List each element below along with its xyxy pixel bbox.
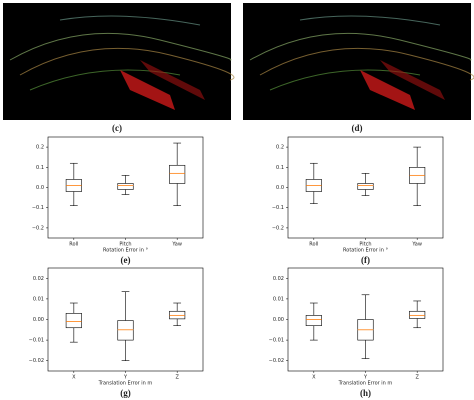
x-tick-label: Yaw bbox=[411, 242, 422, 248]
y-tick-label: 0.01 bbox=[273, 296, 284, 302]
y-tick-label: 0.1 bbox=[36, 165, 44, 171]
plot-frame bbox=[47, 136, 204, 239]
panel-caption: (g) bbox=[120, 388, 131, 398]
x-tick-label: Y bbox=[363, 375, 368, 381]
lidar-image-left bbox=[3, 3, 235, 120]
image-caption: (c) bbox=[112, 123, 122, 133]
x-tick-label: X bbox=[312, 375, 316, 381]
y-tick-label: 0.2 bbox=[36, 145, 44, 151]
y-tick-label: −0.1 bbox=[32, 205, 44, 211]
y-tick-label: −0.1 bbox=[272, 205, 284, 211]
box bbox=[117, 183, 134, 190]
y-tick-label: −0.02 bbox=[29, 358, 44, 364]
x-axis-label: Translation Error in m bbox=[338, 381, 393, 387]
y-tick-label: −0.01 bbox=[269, 338, 284, 344]
x-tick-label: Y bbox=[123, 375, 128, 381]
box bbox=[169, 164, 186, 184]
x-tick-label: Pitch bbox=[359, 242, 371, 248]
box bbox=[65, 313, 82, 329]
panel-caption: (f) bbox=[361, 255, 370, 265]
y-tick-label: 0.0 bbox=[36, 185, 44, 191]
y-tick-label: −0.2 bbox=[272, 225, 284, 231]
y-tick-label: −0.2 bbox=[32, 225, 44, 231]
y-tick-label: 0.00 bbox=[33, 317, 44, 323]
x-tick-label: Z bbox=[175, 375, 179, 381]
y-tick-label: 0.02 bbox=[33, 276, 44, 282]
x-tick-label: Pitch bbox=[119, 242, 131, 248]
panel-caption: (h) bbox=[360, 388, 371, 398]
x-axis-label: Rotation Error in ° bbox=[103, 248, 148, 254]
plot-frame bbox=[287, 136, 444, 239]
x-tick-label: X bbox=[72, 375, 76, 381]
x-axis-label: Translation Error in m bbox=[98, 381, 153, 387]
lidar-image-right bbox=[243, 3, 474, 120]
x-tick-label: Roll bbox=[309, 242, 318, 248]
box bbox=[409, 310, 426, 319]
y-tick-label: 0.1 bbox=[276, 165, 284, 171]
y-tick-label: 0.2 bbox=[276, 145, 284, 151]
box bbox=[117, 320, 134, 341]
y-tick-label: 0.01 bbox=[33, 296, 44, 302]
y-tick-label: −0.01 bbox=[29, 338, 44, 344]
x-axis-label: Rotation Error in ° bbox=[343, 248, 388, 254]
box bbox=[357, 183, 374, 190]
y-tick-label: 0.00 bbox=[273, 317, 284, 323]
y-tick-label: −0.02 bbox=[269, 358, 284, 364]
box bbox=[305, 315, 322, 326]
y-tick-label: 0.02 bbox=[273, 276, 284, 282]
y-tick-label: 0.0 bbox=[276, 185, 284, 191]
panel-caption: (e) bbox=[121, 255, 131, 265]
x-tick-label: Roll bbox=[69, 242, 78, 248]
image-caption: (d) bbox=[352, 123, 363, 133]
x-tick-label: Z bbox=[415, 375, 419, 381]
x-tick-label: Yaw bbox=[171, 242, 182, 248]
